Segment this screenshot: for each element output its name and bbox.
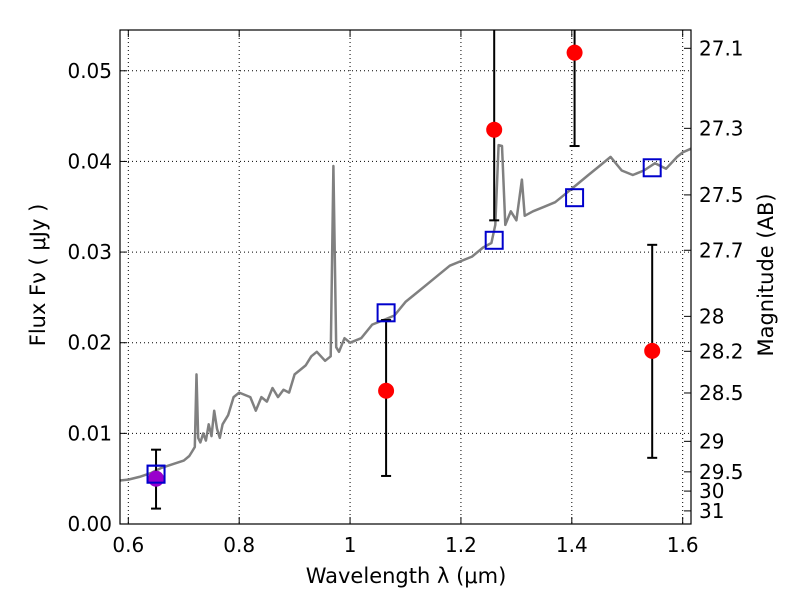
axis-ticks: 0.6 0.8 1 1.2 1.4 1.6 0.00 0.01 0.02 0.03 0.04 0.05… bbox=[67, 30, 744, 557]
y-tick-label: 0.01 bbox=[67, 421, 112, 445]
model-spectrum bbox=[119, 143, 692, 482]
x-tick-label: 1.4 bbox=[556, 533, 588, 557]
y2-tick-label: 29.5 bbox=[699, 460, 744, 484]
x-tick-label: 0.6 bbox=[112, 533, 144, 557]
x-axis-label: Wavelength λ (μm) bbox=[306, 564, 507, 588]
y2-tick-label: 27.3 bbox=[699, 116, 744, 140]
y-axis-label: Flux Fν ( μJy ) bbox=[26, 204, 50, 347]
y-tick-label: 0.04 bbox=[67, 149, 112, 173]
y2-tick-label: 31 bbox=[699, 499, 724, 523]
x-tick-label: 1 bbox=[344, 533, 357, 557]
model-point-square bbox=[484, 230, 504, 250]
observed-point-circle bbox=[378, 382, 395, 399]
observed-point-circle bbox=[148, 470, 165, 487]
y2-tick-label: 30 bbox=[699, 479, 724, 503]
y-tick-label: 0.03 bbox=[67, 240, 112, 264]
axes-frame bbox=[119, 29, 692, 525]
y2-tick-label: 28 bbox=[699, 304, 724, 328]
plot-frame bbox=[119, 29, 692, 525]
observed-point-circle bbox=[644, 342, 661, 359]
x-tick-label: 1.2 bbox=[445, 533, 477, 557]
y-tick-label: 0.02 bbox=[67, 331, 112, 355]
y2-tick-label: 29 bbox=[699, 429, 724, 453]
x-tick-label: 1.6 bbox=[667, 533, 699, 557]
plot-background bbox=[120, 30, 691, 524]
y2-tick-label: 27.1 bbox=[699, 36, 744, 60]
model-point-square bbox=[376, 303, 396, 323]
y-tick-label: 0.05 bbox=[67, 59, 112, 83]
plot-area bbox=[120, 30, 691, 524]
y2-tick-label: 27.5 bbox=[699, 183, 744, 207]
y2-tick-label: 27.7 bbox=[699, 238, 744, 262]
y2-tick-label: 28.2 bbox=[699, 339, 744, 363]
y2-axis-label: Magnitude (AB) bbox=[754, 193, 778, 356]
model-point-square-overlay bbox=[146, 464, 166, 484]
model-point-square bbox=[642, 158, 662, 178]
observed-point-circle bbox=[486, 121, 503, 138]
model-point-square bbox=[565, 188, 585, 208]
spectrum-line bbox=[119, 143, 692, 482]
observed-point-circle bbox=[566, 44, 583, 61]
data-markers bbox=[146, 44, 662, 487]
x-tick-label: 0.8 bbox=[223, 533, 255, 557]
y-tick-label: 0.00 bbox=[67, 512, 112, 536]
y2-tick-label: 28.5 bbox=[699, 381, 744, 405]
